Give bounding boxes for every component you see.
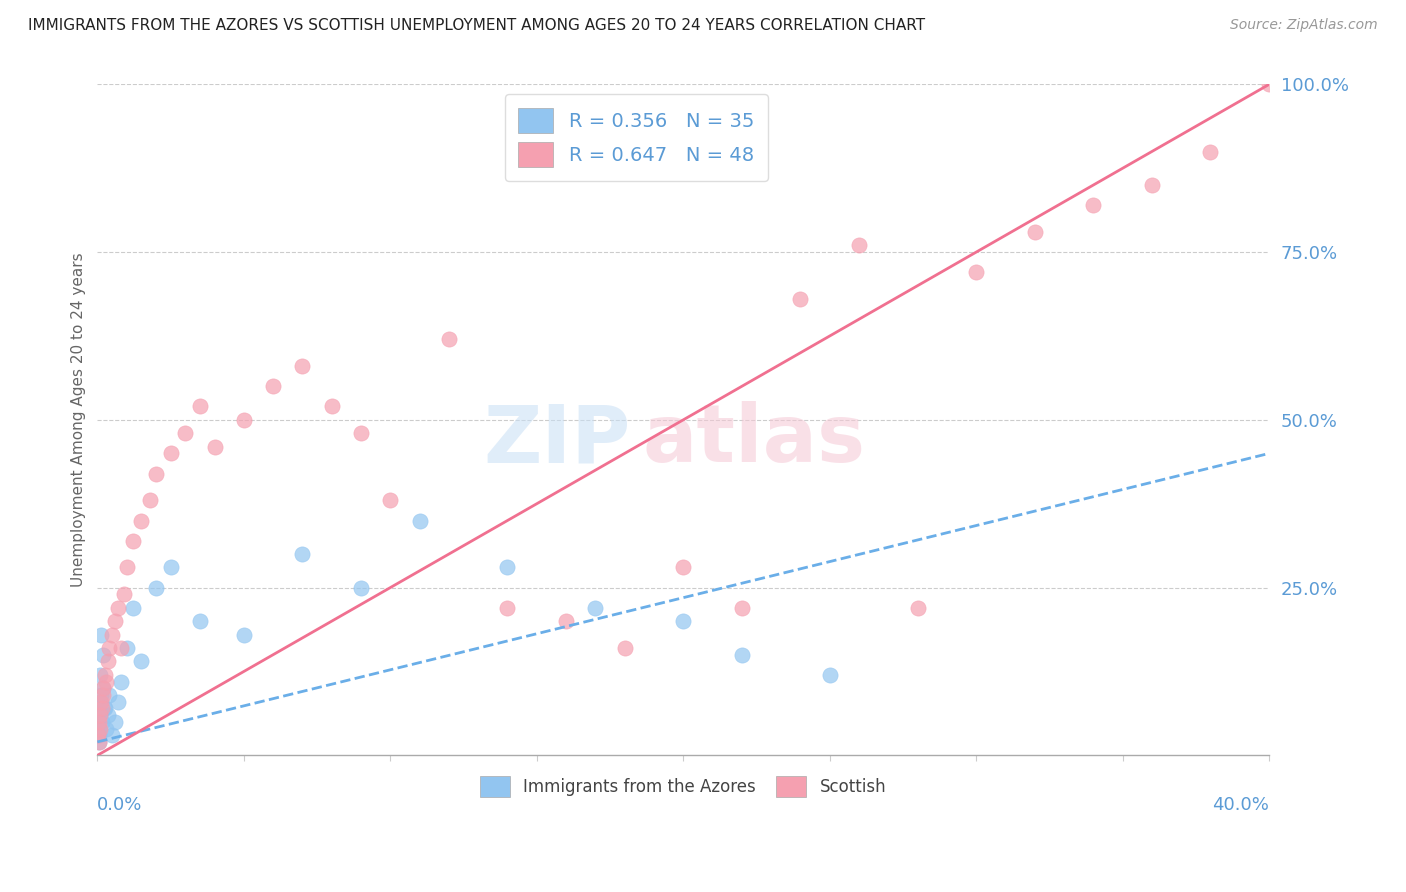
- Point: [87, 735, 110, 749]
- Point: [89, 714, 111, 729]
- Point: [110, 674, 132, 689]
- Point: [97, 708, 120, 723]
- Point: [129, 514, 152, 528]
- Point: [321, 400, 343, 414]
- Point: [93, 701, 115, 715]
- Point: [965, 265, 987, 279]
- Point: [1083, 198, 1105, 212]
- Point: [672, 614, 695, 628]
- Point: [145, 467, 167, 481]
- Point: [204, 440, 226, 454]
- Point: [291, 547, 314, 561]
- Point: [89, 708, 111, 723]
- Point: [90, 695, 112, 709]
- Point: [159, 446, 181, 460]
- Point: [159, 560, 181, 574]
- Point: [112, 587, 135, 601]
- Point: [87, 728, 110, 742]
- Point: [90, 627, 112, 641]
- Point: [91, 648, 114, 662]
- Point: [98, 640, 121, 655]
- Point: [87, 728, 110, 742]
- Point: [90, 688, 112, 702]
- Point: [555, 614, 578, 628]
- Point: [496, 600, 519, 615]
- Point: [93, 668, 115, 682]
- Point: [101, 627, 124, 641]
- Legend: Immigrants from the Azores, Scottish: Immigrants from the Azores, Scottish: [470, 766, 896, 807]
- Point: [121, 533, 143, 548]
- Point: [89, 722, 111, 736]
- Point: [91, 681, 114, 696]
- Point: [174, 426, 197, 441]
- Point: [496, 560, 519, 574]
- Point: [232, 413, 254, 427]
- Point: [89, 722, 111, 736]
- Point: [107, 695, 129, 709]
- Text: ZIP: ZIP: [484, 401, 630, 479]
- Point: [188, 400, 211, 414]
- Point: [115, 560, 138, 574]
- Point: [90, 714, 112, 729]
- Point: [291, 359, 314, 374]
- Point: [89, 668, 111, 682]
- Point: [104, 614, 127, 628]
- Point: [104, 714, 127, 729]
- Text: 40.0%: 40.0%: [1212, 796, 1270, 814]
- Text: atlas: atlas: [643, 401, 865, 479]
- Point: [94, 674, 117, 689]
- Point: [789, 292, 811, 306]
- Point: [101, 728, 124, 742]
- Point: [94, 722, 117, 736]
- Point: [731, 600, 754, 615]
- Point: [437, 332, 460, 346]
- Point: [1140, 178, 1163, 192]
- Point: [91, 681, 114, 696]
- Point: [107, 600, 129, 615]
- Point: [129, 655, 152, 669]
- Point: [262, 379, 284, 393]
- Point: [672, 560, 695, 574]
- Point: [1199, 145, 1222, 159]
- Point: [89, 708, 111, 723]
- Point: [188, 614, 211, 628]
- Point: [408, 514, 430, 528]
- Point: [91, 688, 114, 702]
- Point: [232, 627, 254, 641]
- Point: [350, 581, 373, 595]
- Point: [1024, 225, 1046, 239]
- Text: Source: ZipAtlas.com: Source: ZipAtlas.com: [1230, 18, 1378, 32]
- Point: [907, 600, 929, 615]
- Point: [115, 640, 138, 655]
- Point: [380, 493, 402, 508]
- Point: [93, 701, 115, 715]
- Point: [848, 238, 870, 252]
- Point: [90, 701, 112, 715]
- Point: [139, 493, 162, 508]
- Point: [145, 581, 167, 595]
- Text: 0.0%: 0.0%: [97, 796, 143, 814]
- Point: [89, 695, 111, 709]
- Text: IMMIGRANTS FROM THE AZORES VS SCOTTISH UNEMPLOYMENT AMONG AGES 20 TO 24 YEARS CO: IMMIGRANTS FROM THE AZORES VS SCOTTISH U…: [28, 18, 925, 33]
- Point: [98, 688, 121, 702]
- Point: [110, 640, 132, 655]
- Point: [818, 668, 841, 682]
- Point: [1258, 78, 1281, 92]
- Point: [731, 648, 754, 662]
- Y-axis label: Unemployment Among Ages 20 to 24 years: Unemployment Among Ages 20 to 24 years: [72, 252, 86, 587]
- Point: [613, 640, 636, 655]
- Point: [583, 600, 606, 615]
- Point: [87, 735, 110, 749]
- Point: [97, 655, 120, 669]
- Point: [350, 426, 373, 441]
- Point: [121, 600, 143, 615]
